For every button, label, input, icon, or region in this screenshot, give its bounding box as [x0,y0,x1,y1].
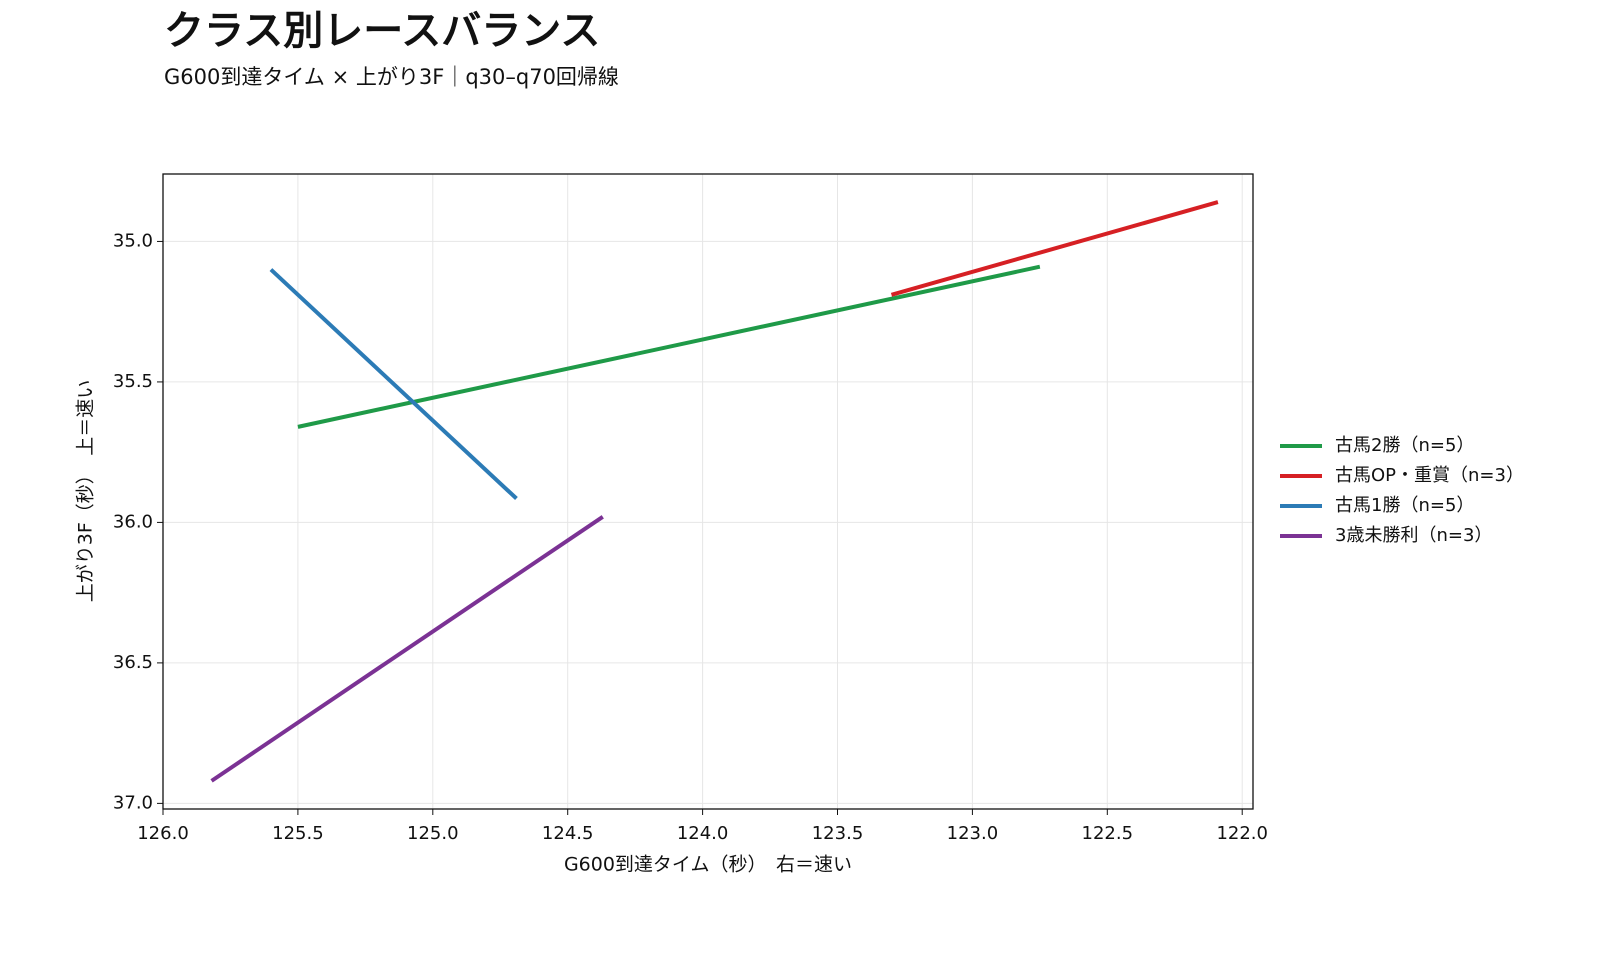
series-line [297,264,1041,429]
x-axis-label: G600到達タイム（秒） 右＝速い [564,854,852,876]
x-tick-label: 123.0 [947,823,999,844]
plot-frame [162,173,1254,810]
series-line [890,200,1219,297]
x-tick-label: 124.5 [542,823,594,844]
y-tick-label: 36.5 [113,652,153,673]
x-tick-label: 122.0 [1216,823,1268,844]
y-tick-label: 35.0 [113,230,153,251]
y-axis-label: 上がり3F（秒） 上＝速い [75,380,97,603]
x-tick-label: 126.0 [137,823,189,844]
series-line [269,268,518,500]
chart-subtitle: G600到達タイム × 上がり3F｜q30–q70回帰線 [164,65,619,89]
x-tick-label: 122.5 [1082,823,1134,844]
y-tick-label: 36.0 [113,511,153,532]
x-tick-label: 125.0 [407,823,459,844]
x-tick-label: 125.5 [272,823,324,844]
series-line [210,515,604,783]
legend-label: 古馬2勝（n=5） [1335,435,1474,456]
x-tick-label: 123.5 [812,823,864,844]
legend-label: 古馬OP・重賞（n=3） [1335,465,1524,486]
y-tick-label: 37.0 [113,792,153,813]
legend-label: 古馬1勝（n=5） [1335,495,1474,516]
x-tick-label: 124.0 [677,823,729,844]
y-tick-label: 35.5 [113,371,153,392]
legend-label: 3歳未勝利（n=3） [1335,525,1492,546]
chart-title: クラス別レースバランス [164,8,600,54]
